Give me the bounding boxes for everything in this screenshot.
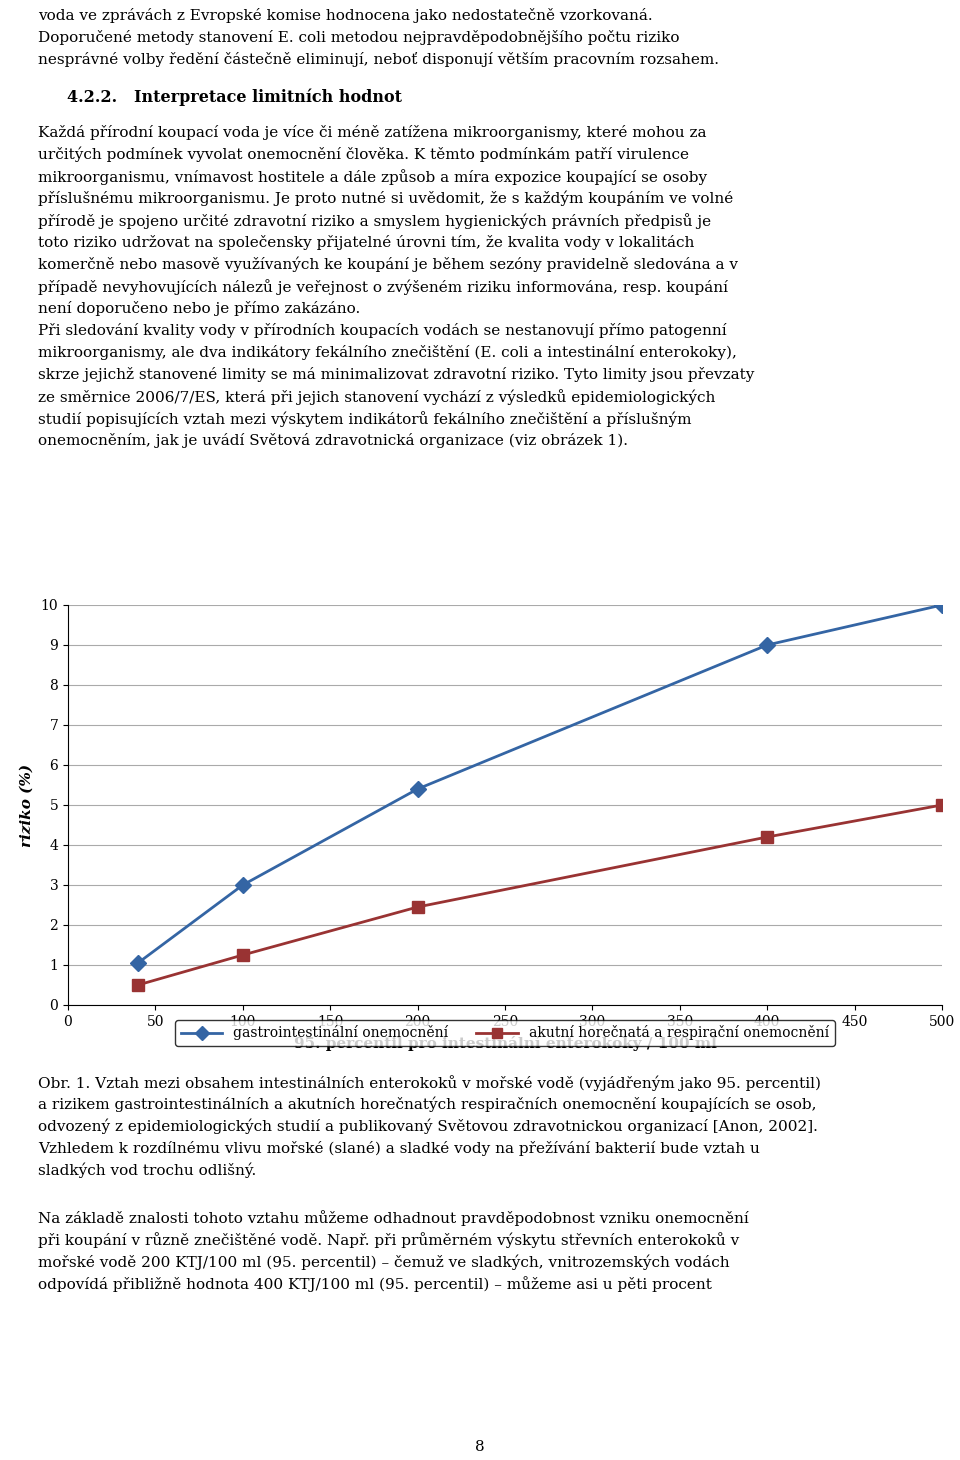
- Text: mikroorganismu, vnímavost hostitele a dále způsob a míra expozice koupající se o: mikroorganismu, vnímavost hostitele a dá…: [38, 169, 708, 185]
- Text: odpovídá přibližně hodnota 400 KTJ/100 ml (95. percentil) – můžeme asi u pěti pr: odpovídá přibližně hodnota 400 KTJ/100 m…: [38, 1276, 712, 1292]
- Text: mořské vodě 200 KTJ/100 ml (95. percentil) – čemuž ve sladkých, vnitrozemských v: mořské vodě 200 KTJ/100 ml (95. percenti…: [38, 1254, 730, 1270]
- Text: studií popisujících vztah mezi výskytem indikátorů fekálního znečištění a příslu: studií popisujících vztah mezi výskytem …: [38, 412, 692, 426]
- Text: není doporučeno nebo je přímo zakázáno.: není doporučeno nebo je přímo zakázáno.: [38, 301, 361, 315]
- Text: ze směrnice 2006/7/ES, která při jejich stanovení vychází z výsledků epidemiolog: ze směrnice 2006/7/ES, která při jejich …: [38, 388, 716, 404]
- Text: 8: 8: [475, 1440, 485, 1454]
- Text: a rizikem gastrointestinálních a akutních horečnatých respiračních onemocnění ko: a rizikem gastrointestinálních a akutníc…: [38, 1096, 817, 1113]
- Text: skrze jejichž stanovené limity se má minimalizovat zdravotní riziko. Tyto limity: skrze jejichž stanovené limity se má min…: [38, 366, 755, 383]
- Text: při koupání v různě znečištěné vodě. Např. při průměrném výskytu střevních enter: při koupání v různě znečištěné vodě. Nap…: [38, 1232, 739, 1248]
- Text: určitých podmínek vyvolat onemocnění člověka. K těmto podmínkám patří virulence: určitých podmínek vyvolat onemocnění člo…: [38, 147, 689, 162]
- Text: mikroorganismy, ale dva indikátory fekálního znečištění (E. coli a intestinální : mikroorganismy, ale dva indikátory fekál…: [38, 345, 737, 361]
- Text: toto riziko udržovat na společensky přijatelné úrovni tím, že kvalita vody v lok: toto riziko udržovat na společensky přij…: [38, 235, 695, 250]
- Text: případě nevyhovujících nálezů je veřejnost o zvýšeném riziku informována, resp. : případě nevyhovujících nálezů je veřejno…: [38, 279, 729, 295]
- Text: Na základě znalosti tohoto vztahu můžeme odhadnout pravděpodobnost vzniku onemoc: Na základě znalosti tohoto vztahu můžeme…: [38, 1210, 749, 1226]
- Text: odvozený z epidemiologických studií a publikovaný Světovou zdravotnickou organiz: odvozený z epidemiologických studií a pu…: [38, 1118, 818, 1134]
- Text: Každá přírodní koupací voda je více či méně zatížena mikroorganismy, které mohou: Každá přírodní koupací voda je více či m…: [38, 126, 707, 140]
- Text: Obr. 1. Vztah mezi obsahem intestinálních enterokoků v mořské vodě (vyjádřeným j: Obr. 1. Vztah mezi obsahem intestinálníc…: [38, 1075, 822, 1091]
- Y-axis label: riziko (%): riziko (%): [20, 764, 34, 847]
- Text: voda ve zprávách z Evropské komise hodnocena jako nedostatečně vzorkovaná.: voda ve zprávách z Evropské komise hodno…: [38, 7, 653, 23]
- Text: komerčně nebo masově využívaných ke koupání je během sezóny pravidelně sledována: komerčně nebo masově využívaných ke koup…: [38, 257, 738, 273]
- Text: 4.2.2.   Interpretace limitních hodnot: 4.2.2. Interpretace limitních hodnot: [67, 88, 402, 105]
- Text: příslušnému mikroorganismu. Je proto nutné si uvědomit, že s každým koupáním ve : příslušnému mikroorganismu. Je proto nut…: [38, 191, 733, 206]
- Text: nesprávné volby ředění částečně eliminují, neboť disponují větším pracovním rozs: nesprávné volby ředění částečně eliminuj…: [38, 53, 719, 67]
- Text: onemocněním, jak je uvádí Světová zdravotnická organizace (viz obrázek 1).: onemocněním, jak je uvádí Světová zdravo…: [38, 434, 629, 448]
- Text: Při sledování kvality vody v přírodních koupacích vodách se nestanovují přímo pa: Při sledování kvality vody v přírodních …: [38, 323, 727, 339]
- Legend: gastrointestinální onemocnění, akutní horečnatá a respirační onemocnění: gastrointestinální onemocnění, akutní ho…: [175, 1021, 835, 1045]
- Text: Doporučené metody stanovení E. coli metodou nejpravděpodobnějšího počtu riziko: Doporučené metody stanovení E. coli meto…: [38, 31, 680, 45]
- Text: přírodě je spojeno určité zdravotní riziko a smyslem hygienických právních předp: přírodě je spojeno určité zdravotní rizi…: [38, 213, 711, 229]
- X-axis label: 95. percentil pro intestinální enterokoky / 100 ml: 95. percentil pro intestinální enterokok…: [294, 1035, 716, 1051]
- Text: Vzhledem k rozdílnému vlivu mořské (slané) a sladké vody na přežívání bakterií b: Vzhledem k rozdílnému vlivu mořské (slan…: [38, 1142, 760, 1156]
- Text: sladkých vod trochu odlišný.: sladkých vod trochu odlišný.: [38, 1164, 256, 1178]
